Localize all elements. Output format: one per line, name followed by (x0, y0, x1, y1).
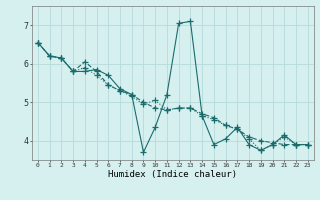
X-axis label: Humidex (Indice chaleur): Humidex (Indice chaleur) (108, 170, 237, 179)
